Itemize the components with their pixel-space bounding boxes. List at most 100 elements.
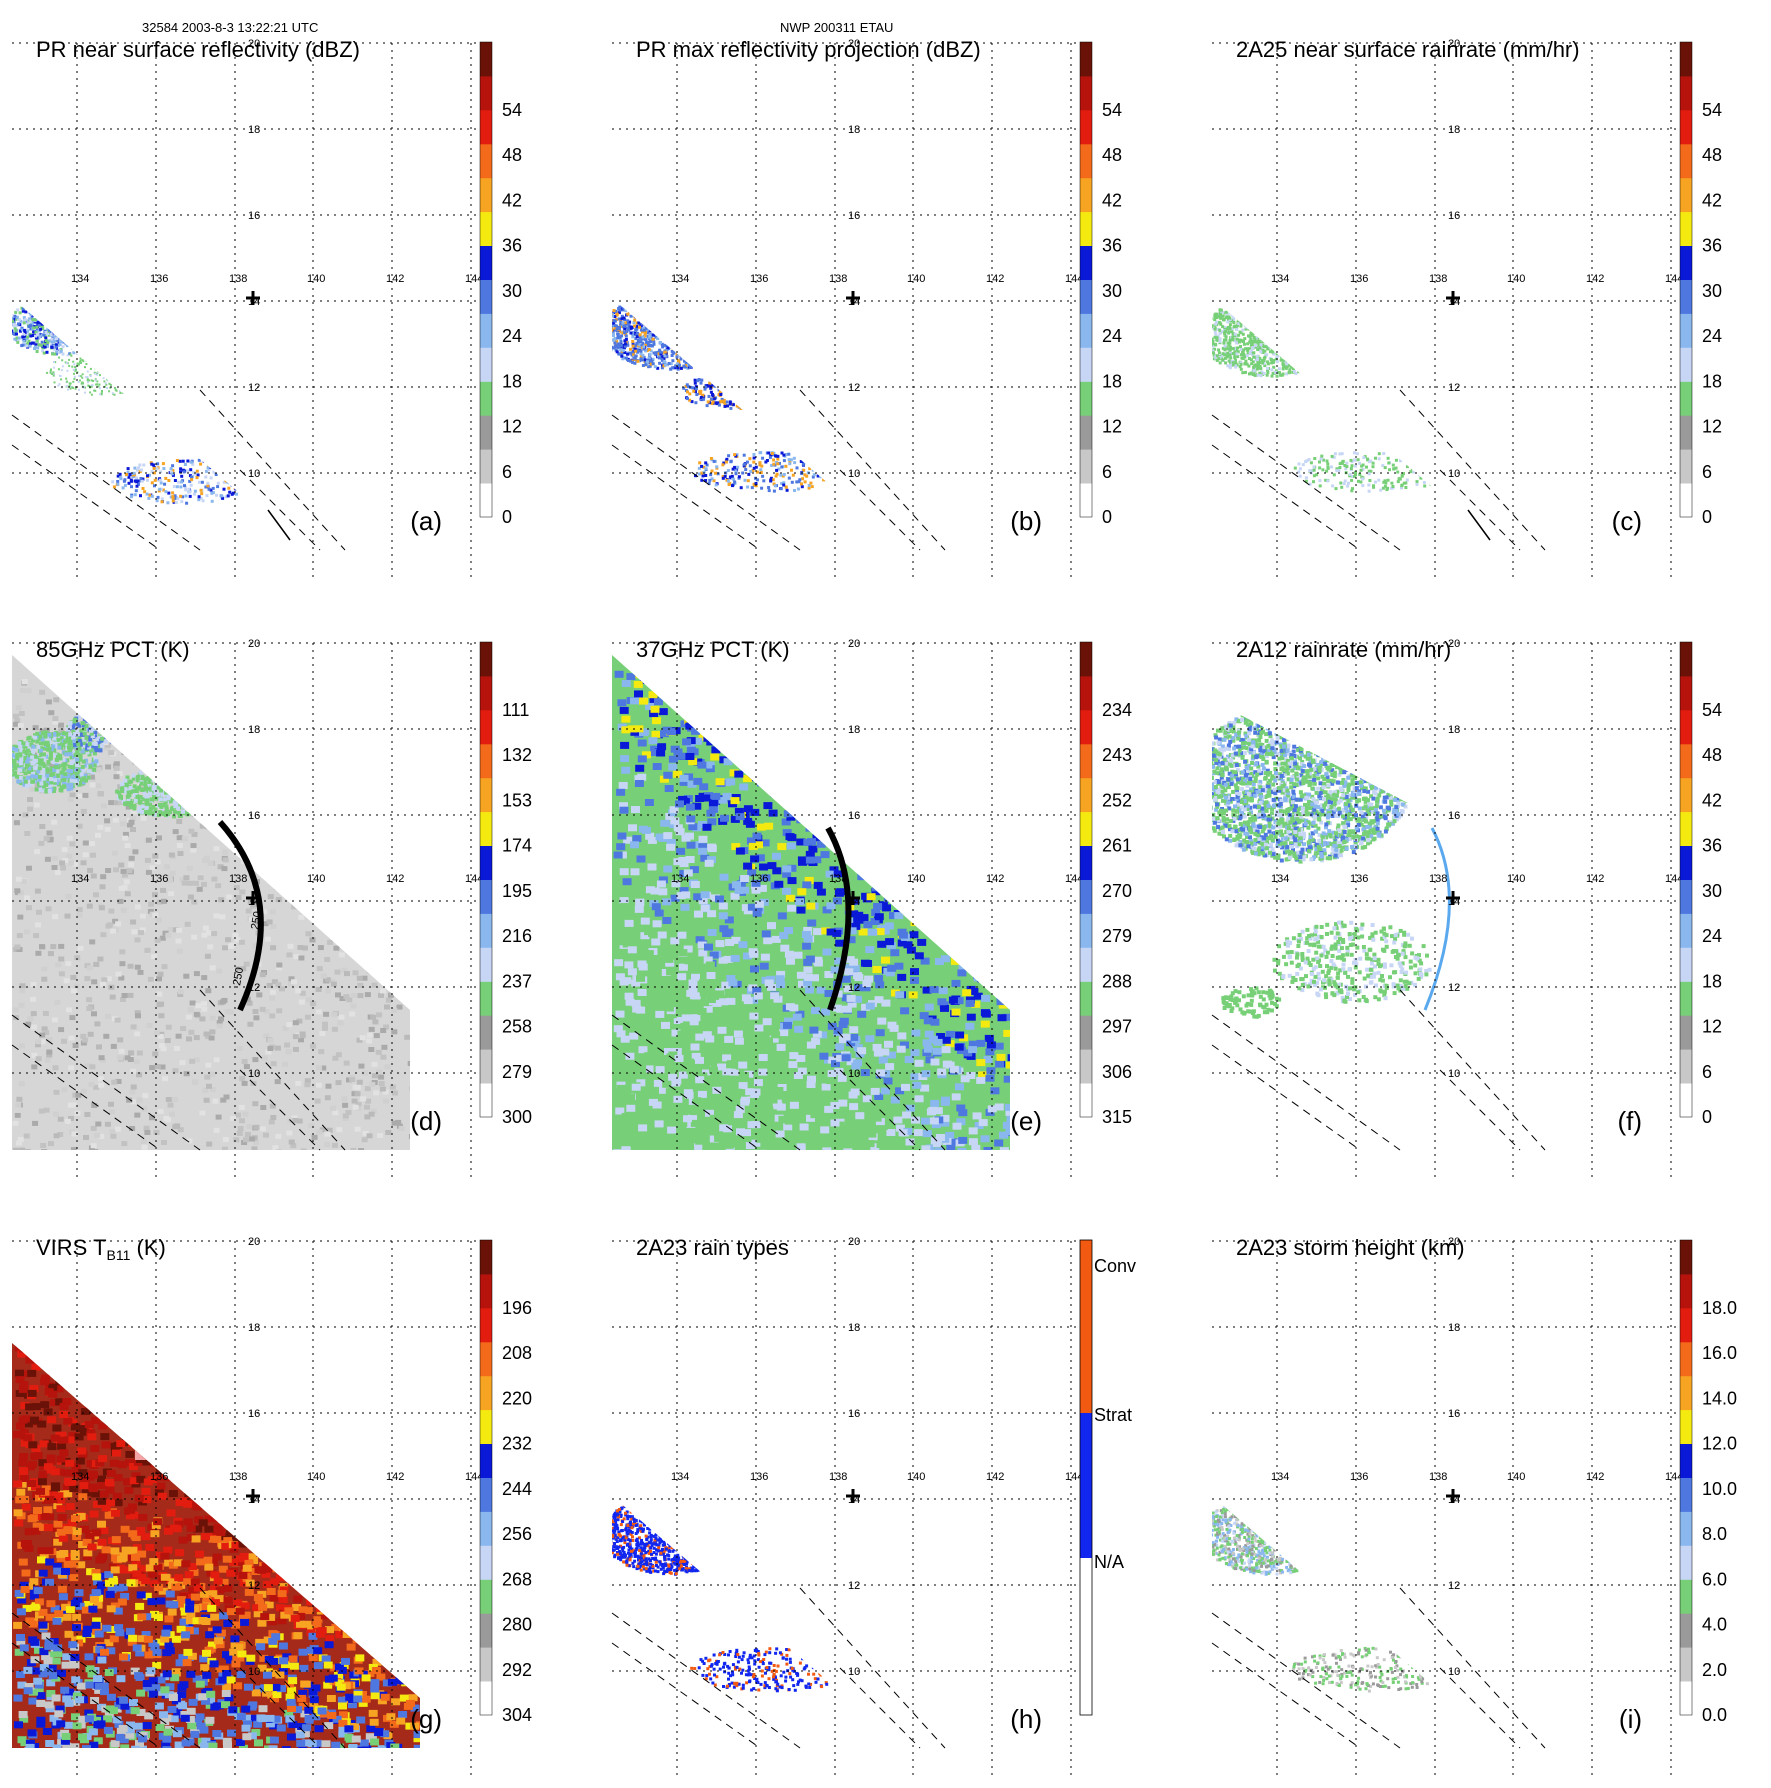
data-pixel — [687, 321, 690, 324]
data-pixel — [1269, 332, 1272, 335]
data-pixel — [643, 321, 646, 324]
data-pixel — [40, 307, 43, 310]
data-pixel — [92, 347, 94, 349]
data-pixel — [1266, 316, 1269, 319]
data-pixel — [704, 325, 707, 328]
data-pixel — [1294, 351, 1297, 354]
data-pixel — [745, 380, 748, 383]
data-pixel — [679, 306, 682, 309]
data-pixel — [125, 356, 127, 358]
data-pixel — [1252, 326, 1255, 329]
data-pixel — [668, 319, 671, 322]
data-pixel — [1322, 353, 1325, 356]
data-pixel — [138, 362, 140, 364]
data-pixel — [197, 498, 200, 501]
data-pixel — [1233, 306, 1236, 309]
data-pixel — [239, 442, 242, 445]
data-pixel — [1407, 454, 1410, 457]
data-pixel — [727, 454, 730, 457]
data-pixel — [1336, 336, 1339, 339]
data-pixel — [665, 327, 668, 330]
data-pixel — [1257, 303, 1260, 306]
data-pixel — [602, 328, 605, 331]
data-pixel — [645, 321, 648, 324]
data-pixel — [1314, 359, 1317, 362]
data-pixel — [682, 308, 685, 311]
colorbar-segment — [480, 212, 492, 246]
data-pixel — [668, 305, 671, 308]
data-pixel — [16, 308, 19, 311]
swath-edge-line — [200, 390, 345, 550]
colorbar-tick-label: 12 — [1102, 417, 1122, 437]
data-pixel — [774, 393, 777, 396]
data-pixel — [62, 316, 65, 319]
data-pixel — [242, 481, 245, 484]
data-pixel — [651, 321, 654, 324]
data-pixel — [671, 307, 674, 310]
data-pixel — [1298, 357, 1301, 360]
data-pixel — [1270, 302, 1273, 305]
data-pixel — [38, 307, 41, 310]
data-pixel — [1295, 318, 1298, 321]
data-pixel — [127, 467, 130, 470]
data-pixel — [668, 338, 671, 341]
data-pixel — [1331, 321, 1334, 324]
data-pixel — [706, 339, 709, 342]
data-pixel — [1328, 318, 1331, 321]
data-pixel — [37, 300, 40, 303]
data-pixel — [699, 390, 702, 393]
data-pixel — [811, 457, 814, 460]
data-pixel — [1237, 304, 1240, 307]
data-pixel — [675, 312, 678, 315]
data-pixel — [613, 309, 616, 312]
data-pixel — [1276, 306, 1279, 309]
data-pixel — [1313, 319, 1316, 322]
data-pixel — [715, 306, 718, 309]
data-pixel — [90, 368, 92, 370]
data-pixel — [94, 332, 97, 335]
data-pixel — [59, 303, 62, 306]
data-pixel — [1310, 359, 1313, 362]
data-pixel — [31, 318, 34, 321]
data-pixel — [730, 330, 733, 333]
data-pixel — [758, 463, 761, 466]
data-pixel — [79, 316, 82, 319]
data-pixel — [1236, 315, 1239, 318]
data-pixel — [760, 401, 763, 404]
data-pixel — [672, 317, 675, 320]
data-pixel — [69, 307, 72, 310]
data-pixel — [1378, 457, 1381, 460]
data-pixel — [1290, 342, 1293, 345]
data-pixel — [662, 338, 665, 341]
data-pixel — [704, 323, 707, 326]
data-pixel — [94, 304, 97, 307]
data-pixel — [700, 350, 703, 353]
data-pixel — [688, 321, 691, 324]
colorbar-segment — [1080, 42, 1092, 76]
data-pixel — [1357, 480, 1360, 483]
data-pixel — [99, 333, 102, 336]
data-pixel — [87, 371, 89, 373]
data-pixel — [69, 329, 72, 332]
data-pixel — [1297, 364, 1300, 367]
data-pixel — [1284, 301, 1287, 304]
data-pixel — [769, 398, 772, 401]
data-pixel — [41, 319, 44, 322]
data-pixel — [1242, 348, 1245, 351]
data-pixel — [1250, 362, 1253, 365]
data-pixel — [688, 349, 691, 352]
data-pixel — [35, 301, 38, 304]
data-pixel — [66, 344, 69, 347]
data-pixel — [658, 322, 661, 325]
data-pixel — [1229, 347, 1232, 350]
data-pixel — [13, 315, 16, 318]
data-pixel — [686, 335, 689, 338]
data-pixel — [1217, 348, 1220, 351]
data-pixel — [670, 340, 673, 343]
data-pixel — [1420, 456, 1423, 459]
data-pixel — [695, 352, 698, 355]
data-pixel — [114, 351, 116, 353]
data-pixel — [704, 298, 707, 301]
data-pixel — [1324, 316, 1327, 319]
data-pixel — [840, 460, 843, 463]
